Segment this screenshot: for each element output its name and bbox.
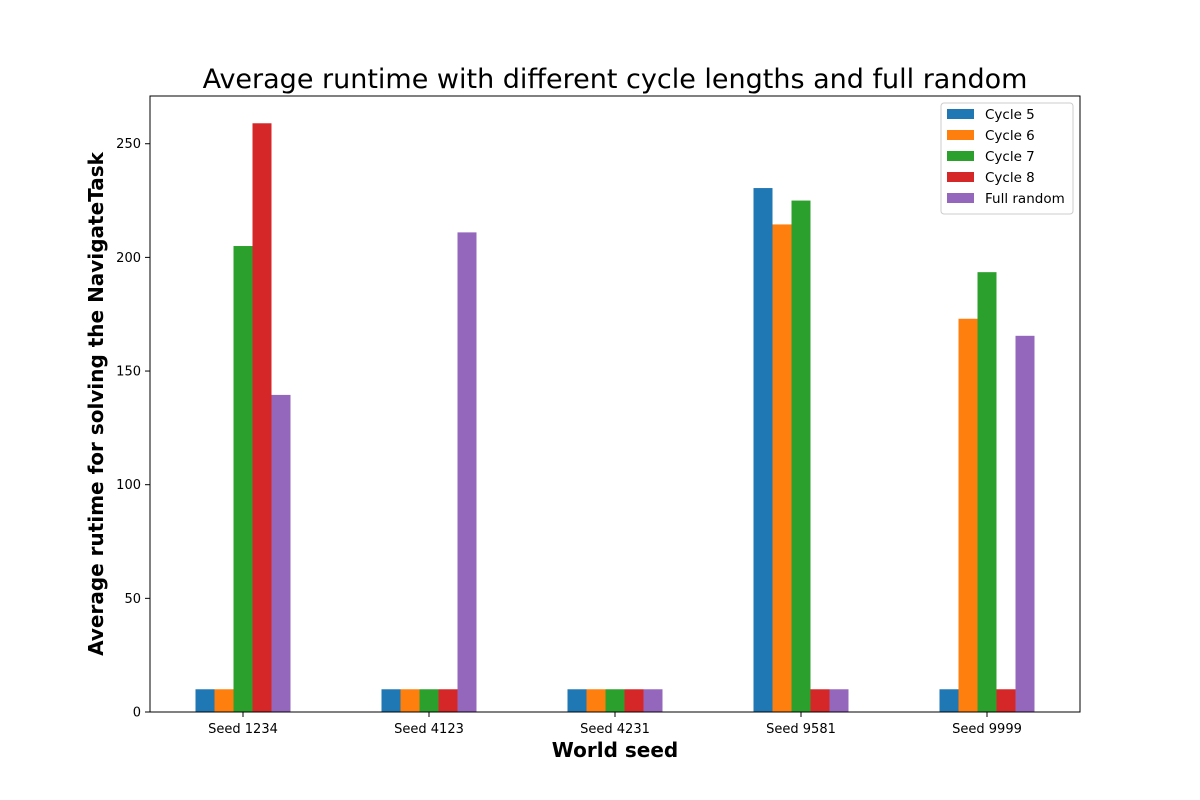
bar-cycle-7-seed-1234	[233, 246, 253, 712]
bar-cycle-6-seed-1234	[214, 689, 234, 712]
bar-full-random-seed-9999	[1015, 335, 1035, 712]
bar-cycle-8-seed-4231	[624, 689, 644, 712]
x-tick-label: Seed 4231	[580, 722, 650, 737]
bar-cycle-6-seed-4123	[400, 689, 420, 712]
bar-cycle-8-seed-1234	[252, 123, 272, 713]
y-axis-title: Average rutime for solving the NavigateT…	[84, 151, 108, 655]
bar-full-random-seed-4123	[457, 232, 477, 712]
legend-swatch-cycle-6	[947, 130, 974, 140]
legend-label-cycle-6: Cycle 6	[985, 128, 1035, 144]
x-tick-label: Seed 1234	[208, 722, 278, 737]
bar-cycle-5-seed-4231	[567, 689, 587, 712]
y-tick-label: 100	[116, 478, 141, 493]
y-axis: 0 50 100 150 200 250	[116, 137, 150, 721]
legend-swatch-full-random	[947, 193, 974, 203]
bar-cycle-8-seed-9581	[810, 689, 830, 712]
y-tick-label: 50	[124, 592, 141, 607]
bar-cycle-6-seed-4231	[586, 689, 606, 712]
legend: Cycle 5 Cycle 6 Cycle 7 Cycle 8 Full random	[940, 102, 1074, 215]
bar-cycle-6-seed-9999	[958, 318, 978, 712]
legend-label-full-random: Full random	[985, 191, 1065, 207]
x-tick-label: Seed 4123	[394, 722, 464, 737]
y-tick-label: 0	[133, 706, 141, 721]
bar-cycle-5-seed-1234	[195, 689, 215, 712]
legend-label-cycle-5: Cycle 5	[985, 107, 1035, 123]
legend-swatch-cycle-7	[947, 151, 974, 161]
x-axis-title: World seed	[552, 738, 678, 762]
bar-cycle-7-seed-9999	[977, 272, 997, 712]
bar-cycle-8-seed-9999	[996, 689, 1016, 712]
x-tick-label: Seed 9999	[952, 722, 1022, 737]
legend-label-cycle-8: Cycle 8	[985, 170, 1035, 186]
bar-full-random-seed-9581	[829, 689, 849, 712]
bar-cycle-5-seed-4123	[381, 689, 401, 712]
chart-title: Average runtime with different cycle len…	[203, 64, 1028, 95]
bar-cycle-7-seed-9581	[791, 200, 811, 712]
x-axis: Seed 1234 Seed 4123 Seed 4231 Seed 9581 Seed…	[208, 712, 1022, 737]
bar-full-random-seed-4231	[643, 689, 663, 712]
legend-label-cycle-7: Cycle 7	[985, 149, 1035, 165]
bar-cycle-5-seed-9581	[753, 188, 773, 713]
y-tick-label: 250	[116, 137, 141, 152]
bar-full-random-seed-1234	[271, 394, 291, 712]
y-tick-label: 150	[116, 365, 141, 380]
legend-swatch-cycle-8	[947, 172, 974, 182]
y-tick-label: 200	[116, 251, 141, 266]
x-tick-label: Seed 9581	[766, 722, 836, 737]
bar-cycle-7-seed-4123	[419, 689, 439, 712]
legend-swatch-cycle-5	[947, 109, 974, 119]
bars-layer	[195, 123, 1035, 713]
bar-cycle-6-seed-9581	[772, 224, 792, 712]
bar-cycle-7-seed-4231	[605, 689, 625, 712]
bar-cycle-5-seed-9999	[939, 689, 959, 712]
bar-cycle-8-seed-4123	[438, 689, 458, 712]
